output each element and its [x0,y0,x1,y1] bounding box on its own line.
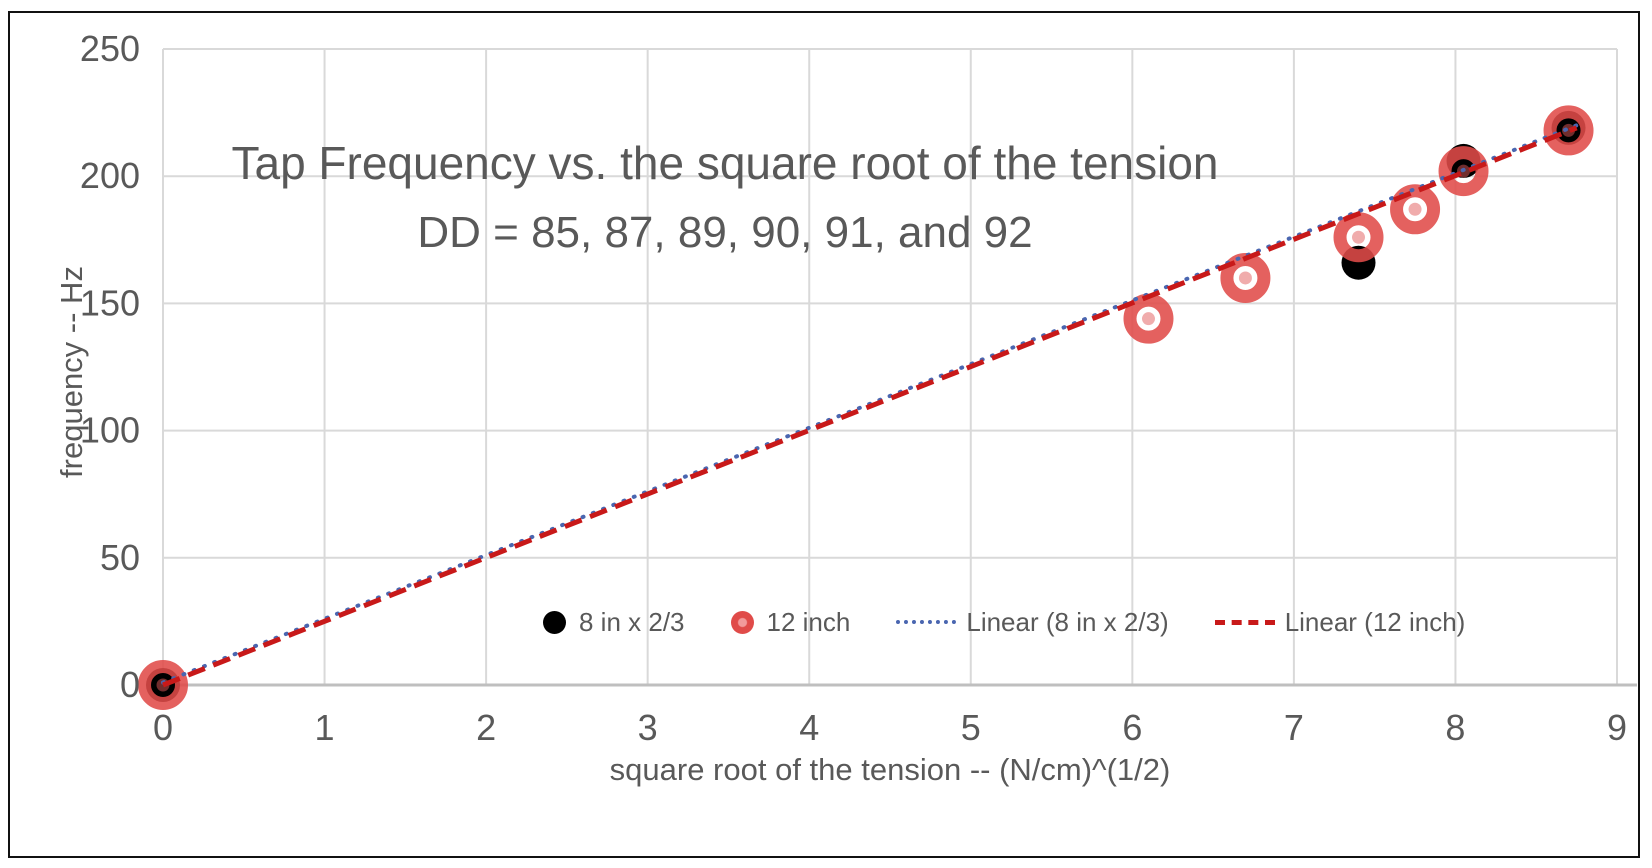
x-tick-label: 5 [961,707,981,748]
legend-label-8in: 8 in x 2/3 [579,606,685,637]
x-tick-label: 6 [1122,707,1142,748]
data-point-12inch-center [1141,312,1155,326]
x-tick-label: 2 [476,707,496,748]
blue-dotted-line-icon [896,620,957,624]
data-point-12inch-ring[interactable] [1123,293,1174,344]
red-dashed-line-icon [1214,619,1275,625]
y-tick-label: 150 [80,282,140,323]
y-tick-label: 250 [80,28,140,69]
y-axis-title: frequency -- Hz [54,266,89,478]
legend-item-linear-12inch[interactable]: Linear (12 inch) [1214,606,1466,638]
data-point-12inch-ring[interactable] [1543,105,1594,156]
data-point-12inch-ring[interactable] [1390,184,1441,235]
legend-label-12inch: 12 inch [766,606,851,637]
legend-item-linear-8in[interactable]: Linear (8 in x 2/3) [896,606,1169,638]
data-point-12inch-ring[interactable] [138,660,188,710]
data-point-12inch-center [1408,202,1422,216]
x-tick-label: 7 [1284,707,1304,748]
trendline-12inch [162,125,1578,688]
x-tick-label: 8 [1445,707,1465,748]
legend: 8 in x 2/3 12 inch Linear (8 in x 2/3) L… [543,601,1465,643]
data-point-12inch-ring[interactable] [1438,146,1489,197]
legend-label-linear-12inch: Linear (12 inch) [1284,606,1466,637]
data-point-12inch-ring[interactable] [1333,212,1384,263]
x-tick-label: 9 [1607,707,1627,748]
chart-title-line1: Tap Frequency vs. the square root of the… [231,137,1219,189]
black-dot-marker-icon [543,610,566,634]
y-tick-label: 50 [100,537,140,578]
y-tick-label: 0 [120,664,140,705]
chart-title: Tap Frequency vs. the square root of the… [0,128,1450,268]
red-dot-marker-icon [730,610,754,634]
data-point-12inch-center [1238,271,1252,285]
data-point-12inch-center [1352,230,1366,244]
x-tick-label: 3 [638,707,658,748]
y-tick-label: 200 [80,155,140,196]
legend-label-linear-8in: Linear (8 in x 2/3) [966,606,1169,637]
x-tick-label: 1 [315,707,335,748]
y-tick-label: 100 [80,410,140,451]
x-tick-label: 4 [799,707,819,748]
legend-item-8in[interactable]: 8 in x 2/3 [543,607,685,638]
x-axis-title: square root of the tension -- (N/cm)^(1/… [609,752,1171,787]
chart-title-line2: DD = 85, 87, 89, 90, 91, and 92 [417,208,1033,257]
x-tick-label: 0 [153,707,173,748]
legend-item-12inch[interactable]: 12 inch [730,606,851,638]
